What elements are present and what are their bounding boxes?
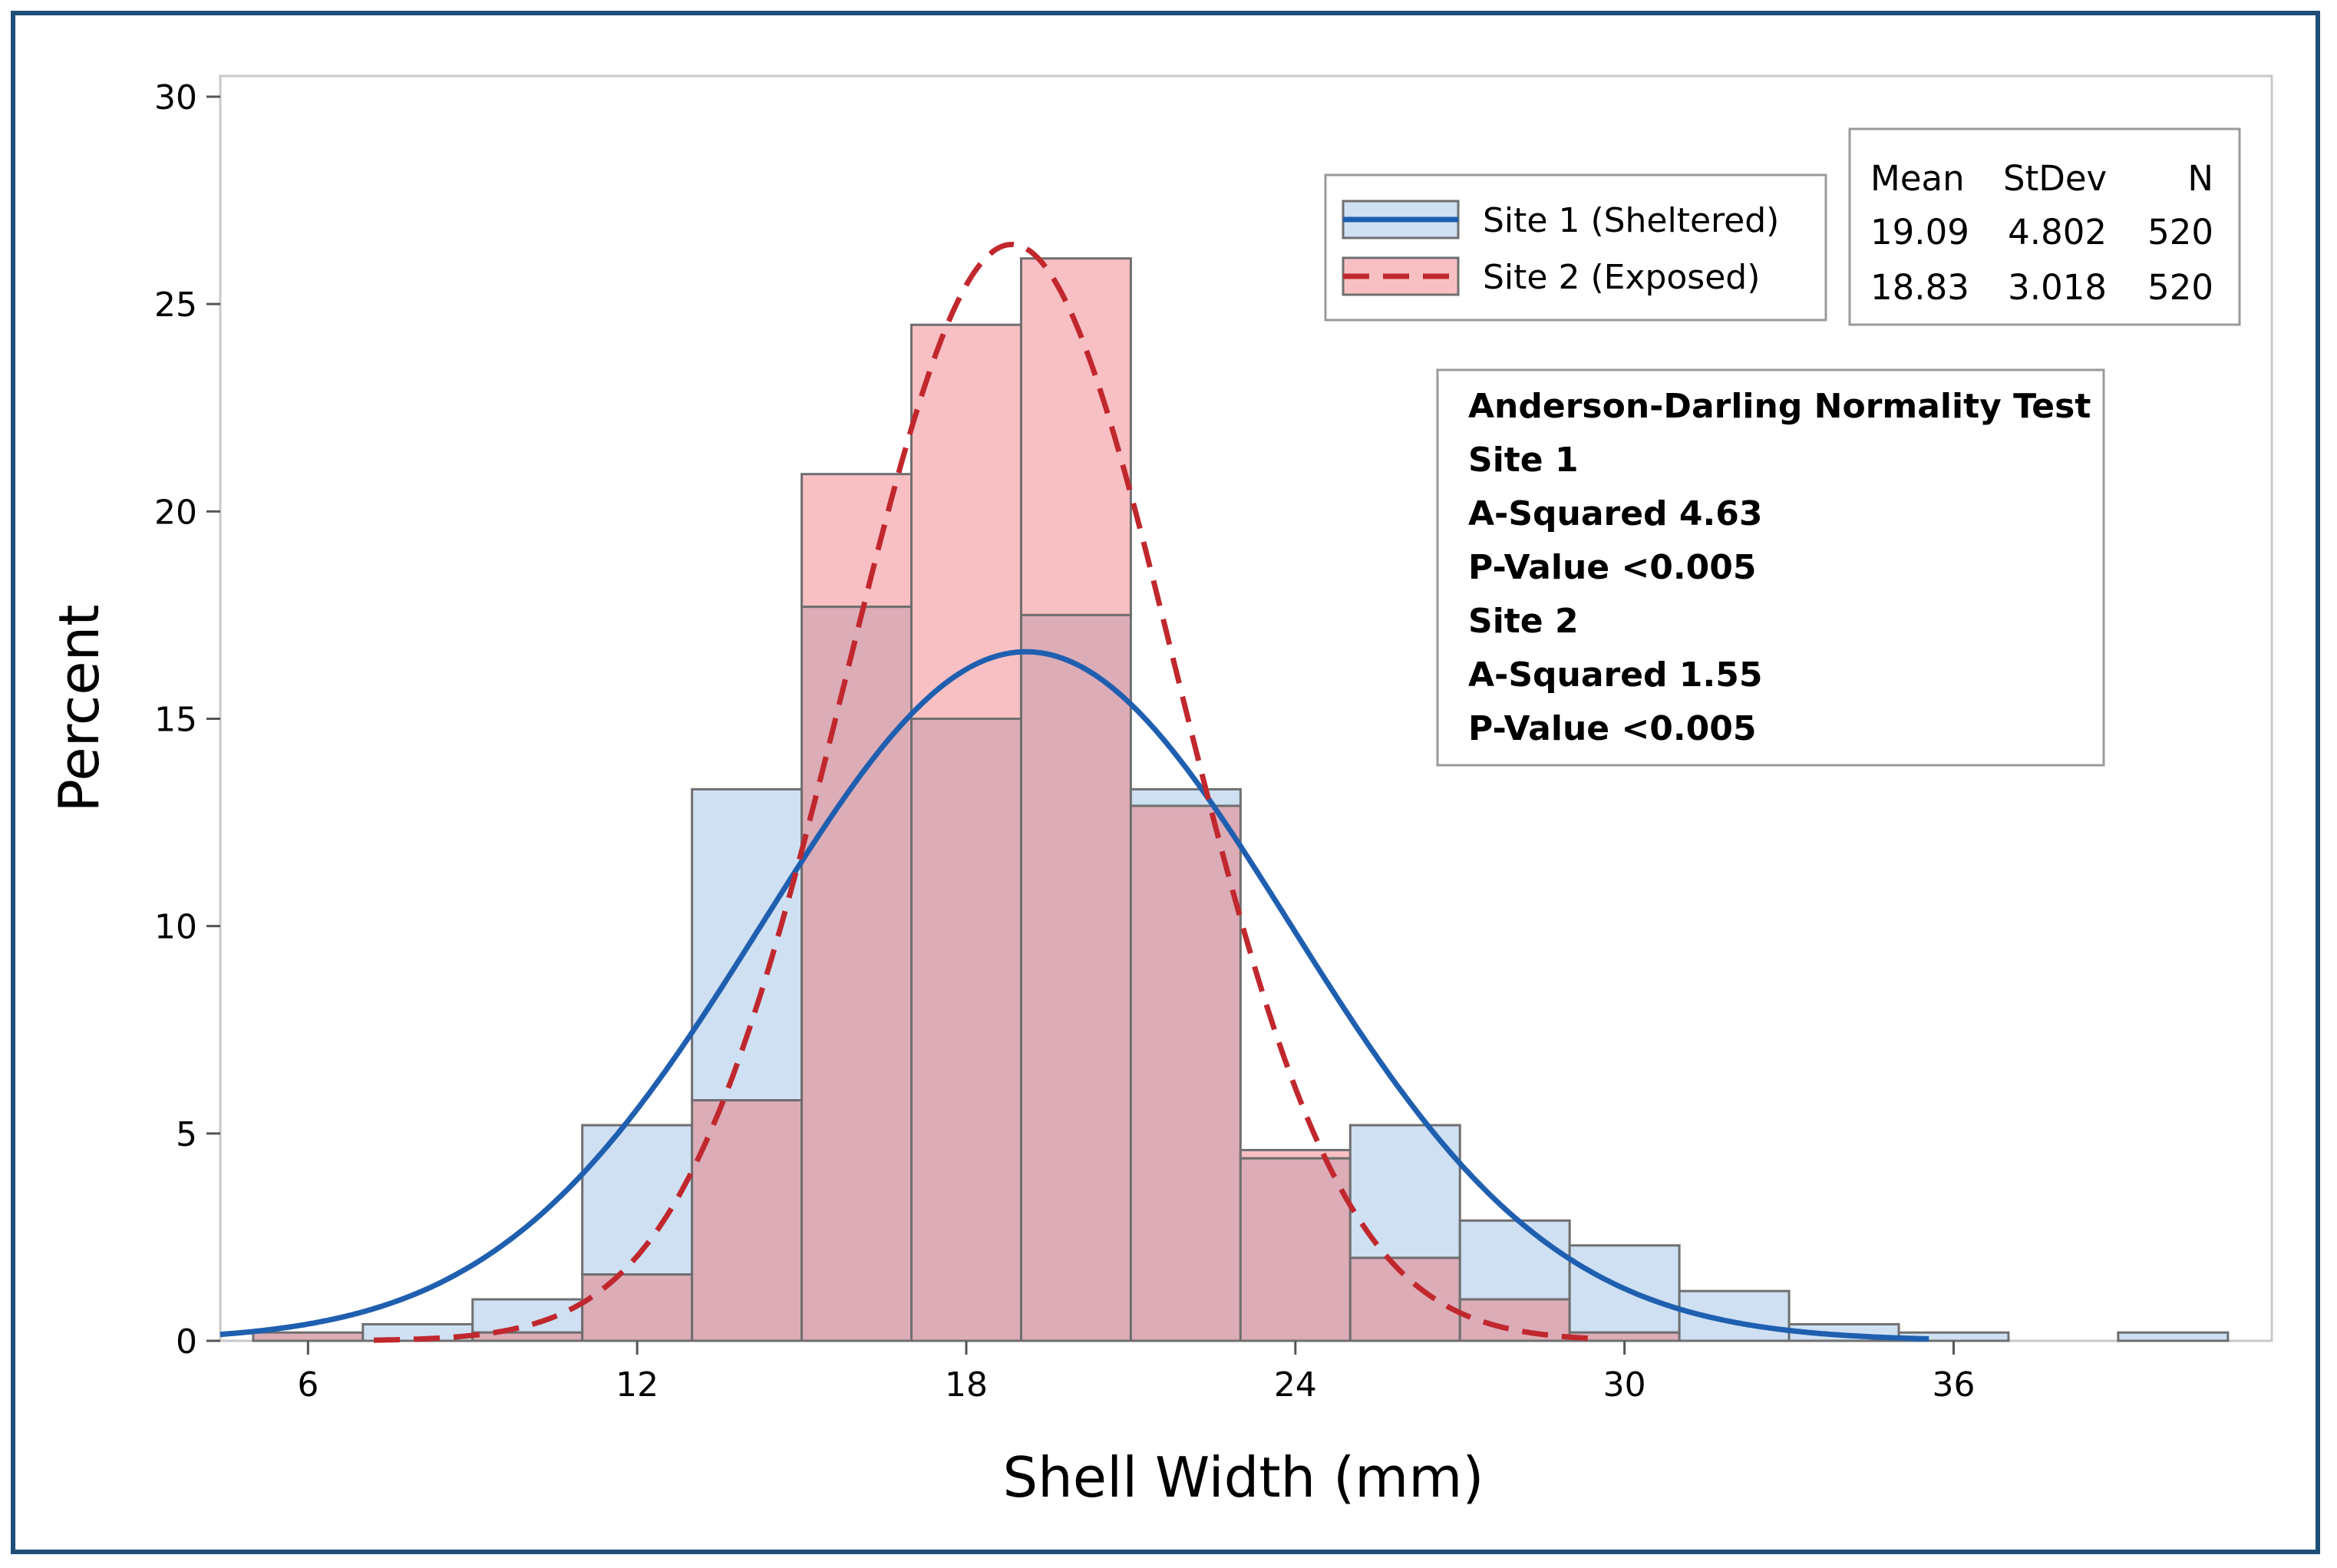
ad-test-box: Anderson-Darling Normality Test Site 1 A… — [1436, 368, 2105, 767]
y-tick-label-4: 20 — [154, 493, 197, 532]
ad-site1-pval: P-Value <0.005 — [1468, 548, 1756, 587]
bar-overlap-bin-10 — [1348, 1256, 1461, 1342]
ad-site1-asq: A-Squared 4.63 — [1468, 494, 1762, 533]
fit-curve-site1 — [220, 649, 1929, 1342]
y-tick-label-2: 10 — [154, 908, 197, 947]
stats-row1-stdev: 4.802 — [2008, 212, 2107, 253]
y-axis-title: Percent — [47, 605, 111, 813]
legend-box — [1324, 173, 1827, 322]
fit-curves — [220, 241, 1929, 1343]
bar-overlap-bin-4 — [691, 1099, 804, 1342]
ad-test-frame — [1436, 368, 2105, 767]
y-tick-label-5: 25 — [154, 286, 197, 325]
bar-overlap-bin-0 — [252, 1331, 365, 1342]
ad-site1-label: Site 1 — [1468, 441, 1579, 480]
bar-overlap-bin-5 — [800, 606, 913, 1342]
fit-curve-site2 — [374, 241, 1600, 1343]
bar-site1-bin-8 — [1129, 787, 1242, 807]
y-tick-label-6: 30 — [154, 78, 197, 117]
bar-overlap-bin-3 — [581, 1273, 694, 1342]
stats-table-box — [1848, 127, 2241, 326]
x-tick-label-4: 30 — [1603, 1365, 1646, 1405]
bar-overlap-bin-6 — [910, 718, 1022, 1342]
bar-overlap-bin-2 — [471, 1331, 584, 1342]
x-tick-label-0: 6 — [297, 1365, 319, 1405]
stats-header-n: N — [2187, 158, 2213, 199]
stats-row1-mean: 19.09 — [1870, 212, 1969, 253]
ad-site2-label: Site 2 — [1468, 602, 1579, 641]
ad-test-title: Anderson-Darling Normality Test — [1468, 387, 2091, 426]
axes: 0 5 10 15 20 25 30 6 12 18 24 30 36 — [154, 78, 1975, 1405]
stats-row2-stdev: 3.018 — [2008, 267, 2107, 308]
bar-site2-bin-9 — [1239, 1148, 1352, 1160]
ad-site2-pval: P-Value <0.005 — [1468, 709, 1756, 748]
bar-overlap-bin-8 — [1129, 804, 1242, 1342]
stats-header-mean: Mean — [1870, 158, 1965, 199]
x-tick-label-2: 18 — [945, 1365, 988, 1405]
x-tick-label-3: 24 — [1274, 1365, 1317, 1405]
bar-site1-bin-2 — [471, 1298, 584, 1334]
ad-site2-asq: A-Squared 1.55 — [1468, 655, 1762, 695]
stats-header-stdev: StDev — [2003, 158, 2107, 199]
legend-label-2: Site 2 (Exposed) — [1483, 258, 1760, 297]
bar-overlap-bin-11 — [1458, 1298, 1571, 1342]
stats-table: Mean StDev N 19.09 4.802 520 18.83 3.018… — [1848, 127, 2241, 326]
bar-site1-bin-11 — [1458, 1219, 1571, 1301]
legend: Site 1 (Sheltered) Site 2 (Exposed) — [1324, 173, 1827, 322]
stats-row1-n: 520 — [2147, 212, 2213, 253]
y-tick-label-0: 0 — [176, 1322, 197, 1362]
bar-overlap-bin-7 — [1019, 613, 1132, 1342]
y-tick-label-1: 5 — [176, 1115, 197, 1154]
legend-label-1: Site 1 (Sheltered) — [1483, 201, 1779, 240]
stats-row2-n: 520 — [2147, 267, 2213, 308]
x-tick-label-5: 36 — [1932, 1365, 1975, 1405]
stats-row2-mean: 18.83 — [1870, 267, 1969, 308]
chart-frame — [11, 11, 2320, 1554]
bar-site1-bin-17 — [2117, 1331, 2230, 1342]
x-axis-title: Shell Width (mm) — [1002, 1445, 1484, 1510]
bar-overlap-bin-9 — [1239, 1157, 1352, 1342]
x-tick-label-1: 12 — [616, 1365, 659, 1405]
y-tick-label-3: 15 — [154, 701, 197, 740]
overlap-bars — [252, 257, 2230, 1342]
